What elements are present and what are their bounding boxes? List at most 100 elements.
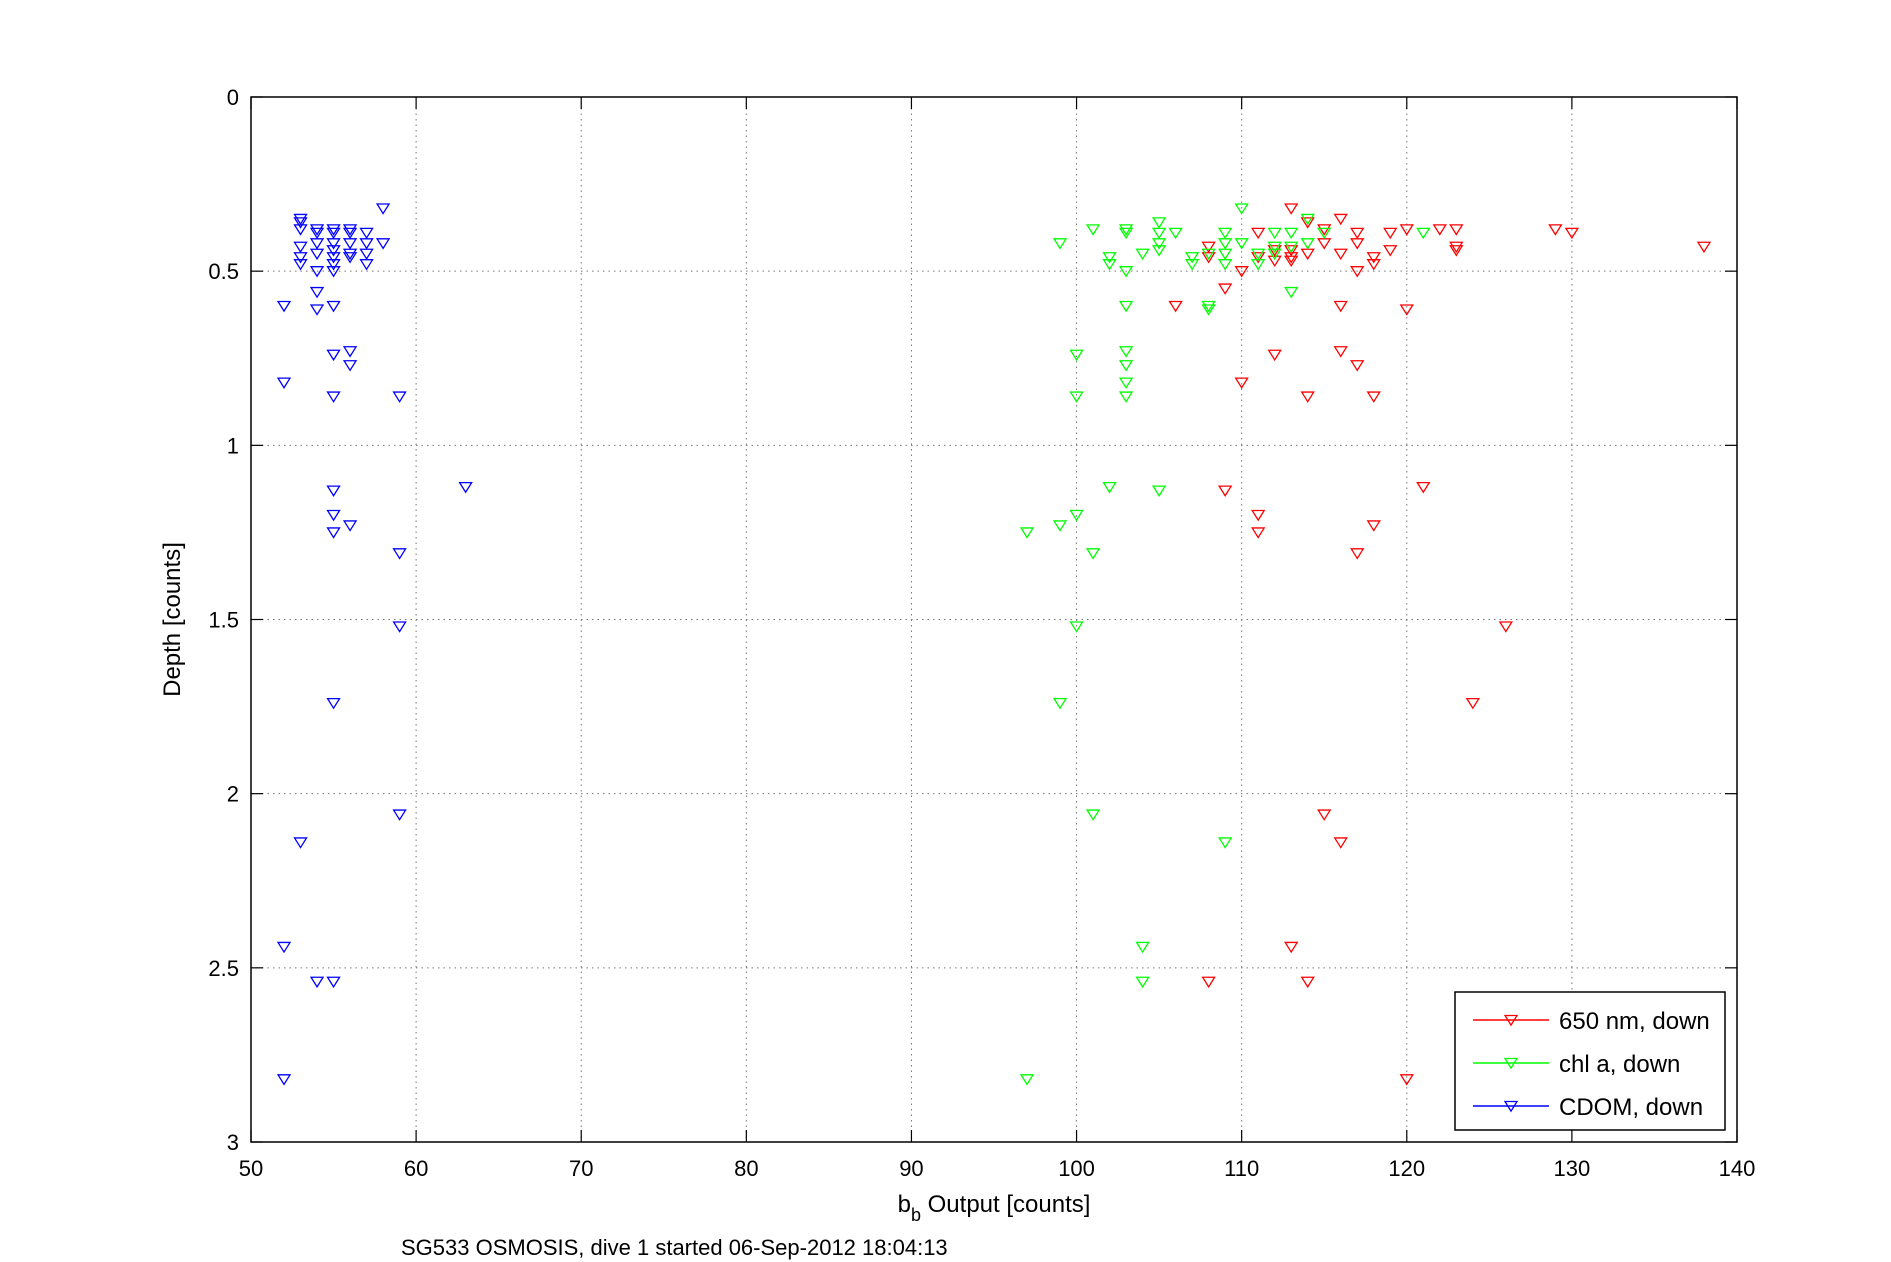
data-point <box>1201 304 1216 316</box>
data-point <box>1267 349 1282 362</box>
data-point <box>1284 227 1299 240</box>
data-point <box>1234 266 1249 278</box>
data-point <box>309 224 325 236</box>
legend-label: chl a, down <box>1559 1051 1680 1078</box>
data-point <box>458 481 473 494</box>
data-point <box>309 227 325 240</box>
data-point <box>1052 238 1068 250</box>
data-point <box>1234 377 1249 389</box>
data-point <box>1267 241 1282 254</box>
data-point <box>1234 238 1249 250</box>
data-point <box>342 360 358 372</box>
data-point <box>1102 481 1117 494</box>
data-point <box>326 245 341 257</box>
data-point <box>1217 837 1233 849</box>
data-point <box>1333 837 1348 849</box>
data-point <box>309 304 325 316</box>
data-point <box>1151 238 1167 250</box>
data-point <box>1300 217 1315 229</box>
data-point <box>1548 224 1563 236</box>
data-point <box>1201 300 1216 313</box>
x-tick-label: 80 <box>734 1156 758 1181</box>
legend-label: 650 nm, down <box>1559 1008 1710 1035</box>
data-point <box>1217 283 1233 295</box>
data-point <box>1399 224 1414 236</box>
data-point <box>309 266 325 278</box>
data-point <box>392 809 407 821</box>
data-point <box>392 621 407 633</box>
data-point <box>342 224 358 236</box>
y-tick-label: 1.5 <box>208 608 239 633</box>
data-point <box>1217 259 1233 271</box>
data-point <box>1085 224 1101 236</box>
data-point <box>1333 300 1348 313</box>
data-point <box>326 349 341 362</box>
data-point <box>326 224 341 236</box>
data-point <box>1151 245 1167 257</box>
data-point <box>293 217 308 229</box>
data-point <box>309 286 325 299</box>
data-point <box>1300 976 1315 989</box>
data-point <box>1251 227 1266 240</box>
data-point <box>293 259 308 271</box>
data-point <box>1366 252 1381 264</box>
data-point <box>1118 227 1134 240</box>
data-point <box>1267 227 1282 240</box>
data-point <box>276 377 292 389</box>
data-point <box>326 227 341 240</box>
x-tick-label: 120 <box>1388 1156 1425 1181</box>
data-point <box>392 548 407 560</box>
data-point <box>1102 259 1117 271</box>
x-tick-label: 60 <box>404 1156 428 1181</box>
data-point <box>1184 259 1200 271</box>
axis-ticks: 50 60 70 80 90 100 110 120 130 140 0 0.5 1 1.5 2 2.5 3 <box>208 85 1755 1181</box>
data-point <box>1251 259 1266 271</box>
data-point <box>1300 238 1315 250</box>
data-point <box>375 203 391 215</box>
data-point <box>1069 621 1084 633</box>
data-point <box>1399 1074 1414 1086</box>
data-point <box>1234 203 1249 215</box>
data-point <box>1449 245 1464 257</box>
x-tick-label: 90 <box>899 1156 923 1181</box>
data-point <box>1300 213 1315 226</box>
data-point <box>326 238 341 250</box>
x-axis-label: bb Output [counts] <box>898 1191 1091 1225</box>
legend-marker <box>1503 1014 1519 1027</box>
data-point <box>326 300 341 313</box>
data-point <box>1251 509 1266 522</box>
data-point <box>326 527 341 539</box>
data-point <box>1498 621 1514 633</box>
data-point <box>309 238 325 250</box>
data-point <box>1085 548 1101 560</box>
data-point <box>326 697 341 710</box>
figure-caption: SG533 OSMOSIS, dive 1 started 06-Sep-201… <box>401 1235 948 1260</box>
y-axis-label: Depth [counts] <box>159 542 186 697</box>
x-tick-label: 70 <box>569 1156 593 1181</box>
data-point <box>1350 266 1365 278</box>
data-point <box>309 248 325 261</box>
y-tick-label: 0 <box>227 85 239 110</box>
data-point <box>1251 252 1266 264</box>
legend-marker <box>1503 1057 1519 1070</box>
y-tick-label: 0.5 <box>208 259 239 284</box>
data-point <box>1416 227 1431 240</box>
data-point <box>1432 224 1447 236</box>
data-point <box>1217 248 1233 261</box>
data-point <box>1251 248 1266 261</box>
data-point <box>1069 509 1084 522</box>
data-points <box>276 203 1712 1086</box>
data-point <box>1383 227 1398 240</box>
data-point <box>1052 697 1068 710</box>
grid-lines <box>251 97 1737 1142</box>
legend-box <box>1454 991 1726 1131</box>
data-point <box>1350 548 1365 560</box>
data-point <box>1366 520 1381 532</box>
data-point <box>326 259 341 271</box>
data-point <box>1019 527 1035 539</box>
data-point <box>293 213 308 226</box>
x-tick-label: 50 <box>239 1156 263 1181</box>
data-point <box>1267 255 1282 268</box>
data-point <box>1284 203 1299 215</box>
